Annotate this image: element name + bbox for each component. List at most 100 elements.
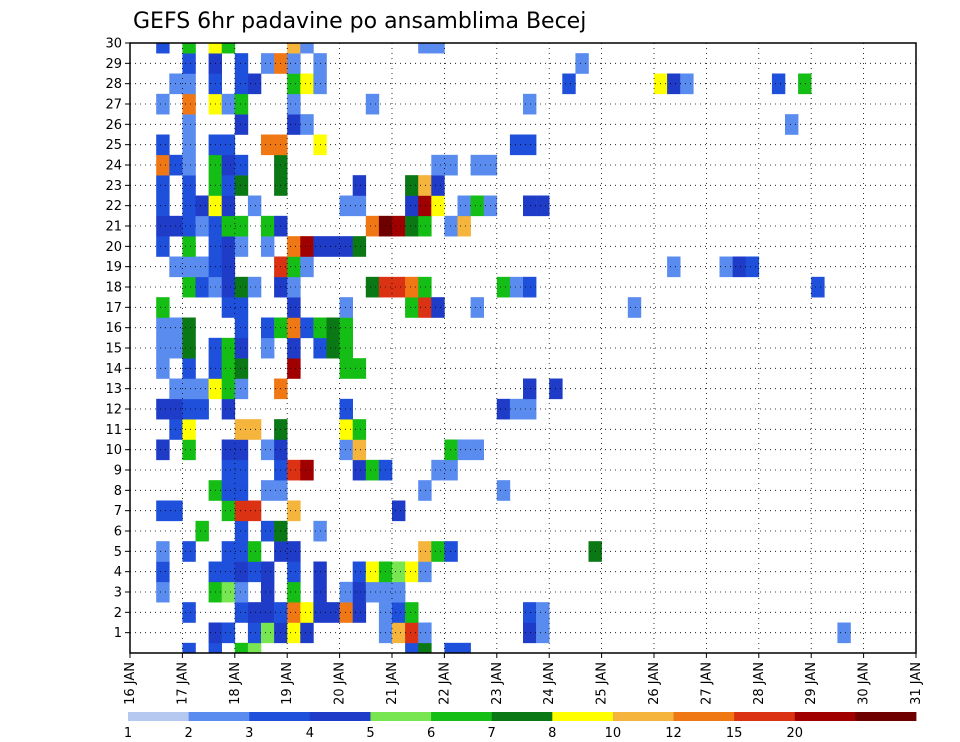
heatmap-cell bbox=[182, 114, 196, 135]
heatmap-cell bbox=[234, 378, 249, 400]
heatmap-cell bbox=[287, 358, 301, 379]
heatmap-cell bbox=[352, 602, 367, 623]
x-tick-label: 17 JAN bbox=[175, 662, 190, 705]
heatmap-cell bbox=[732, 256, 746, 278]
x-tick-label: 16 JAN bbox=[123, 662, 138, 705]
y-tick-label: 3 bbox=[114, 586, 122, 601]
heatmap-cell bbox=[234, 93, 249, 115]
heatmap-cell bbox=[300, 622, 314, 644]
y-tick-label: 30 bbox=[105, 37, 122, 52]
colorbar-segment bbox=[855, 712, 917, 721]
heatmap-cell bbox=[523, 622, 537, 644]
heatmap-cell bbox=[392, 581, 406, 603]
heatmap-cell bbox=[339, 236, 353, 257]
heatmap-cell bbox=[156, 154, 170, 176]
heatmap-cell bbox=[326, 317, 340, 339]
heatmap-cell bbox=[444, 154, 458, 176]
colorbar-segment bbox=[491, 712, 553, 721]
heatmap-cell bbox=[431, 175, 445, 196]
heatmap-cell bbox=[523, 93, 537, 115]
heatmap-cell bbox=[523, 134, 537, 156]
plot-frame bbox=[129, 42, 917, 654]
y-tick-label: 22 bbox=[105, 199, 122, 214]
heatmap-cell bbox=[182, 93, 196, 115]
heatmap-cell bbox=[287, 602, 301, 623]
y-tick-label: 8 bbox=[114, 484, 122, 499]
heatmap-cell bbox=[221, 337, 236, 359]
y-tick-label: 7 bbox=[114, 504, 122, 519]
heatmap-cell bbox=[156, 236, 170, 257]
heatmap-cell bbox=[771, 73, 786, 95]
heatmap-cell bbox=[261, 53, 275, 74]
heatmap-cell bbox=[247, 602, 262, 623]
heatmap-cell bbox=[509, 398, 524, 420]
x-tick-label: 25 JAN bbox=[595, 662, 610, 705]
heatmap-cell bbox=[182, 256, 196, 278]
heatmap-cell bbox=[221, 236, 236, 257]
heatmap-cell bbox=[575, 53, 589, 74]
heatmap-cell bbox=[234, 500, 249, 522]
heatmap-cell bbox=[221, 398, 236, 420]
colorbar-label: 1 bbox=[124, 726, 132, 741]
heatmap-cell bbox=[418, 561, 432, 583]
heatmap-cell bbox=[182, 53, 196, 74]
heatmap-cell bbox=[234, 642, 249, 654]
y-tick-label: 13 bbox=[105, 382, 122, 397]
heatmap-cell bbox=[221, 622, 236, 644]
heatmap-cell bbox=[405, 276, 419, 298]
heatmap-cell bbox=[680, 73, 694, 95]
x-tick-label: 28 JAN bbox=[752, 662, 767, 705]
heatmap-cell bbox=[287, 256, 301, 278]
heatmap-cell bbox=[156, 195, 170, 217]
heatmap-cell bbox=[195, 520, 209, 542]
heatmap-cell bbox=[365, 581, 380, 603]
heatmap-cell bbox=[221, 175, 236, 196]
heatmap-cell bbox=[405, 297, 419, 318]
heatmap-cell bbox=[221, 439, 236, 461]
heatmap-cell bbox=[496, 398, 511, 420]
colorbar-label: 8 bbox=[548, 726, 556, 741]
heatmap-cell bbox=[339, 297, 353, 318]
heatmap-cell bbox=[234, 154, 249, 176]
x-tick-label: 27 JAN bbox=[699, 662, 714, 705]
heatmap-cell bbox=[339, 439, 353, 461]
heatmap-cell bbox=[457, 195, 471, 217]
heatmap-cell bbox=[418, 541, 432, 562]
heatmap-cell bbox=[287, 93, 301, 115]
heatmap-cell bbox=[326, 337, 340, 359]
heatmap-cell bbox=[182, 175, 196, 196]
heatmap-cell bbox=[221, 480, 236, 501]
x-tick-label: 22 JAN bbox=[437, 662, 452, 705]
heatmap-cell bbox=[221, 459, 236, 481]
heatmap-cell bbox=[431, 541, 445, 562]
heatmap-cell bbox=[470, 297, 484, 318]
heatmap-cell bbox=[418, 195, 432, 217]
heatmap-cell bbox=[300, 236, 314, 257]
heatmap-cell bbox=[352, 419, 367, 440]
heatmap-cell bbox=[352, 561, 367, 583]
gridlines bbox=[130, 42, 916, 653]
heatmap-cell bbox=[418, 297, 432, 318]
colorbar-segment bbox=[612, 712, 674, 721]
heatmap-cell bbox=[470, 439, 484, 461]
heatmap-cell bbox=[300, 317, 314, 339]
heatmap-cell bbox=[156, 175, 170, 196]
heatmap-cell bbox=[234, 541, 249, 562]
heatmap-cells bbox=[156, 43, 851, 654]
heatmap-cell bbox=[221, 215, 236, 237]
heatmap-cell bbox=[405, 175, 419, 196]
heatmap-cell bbox=[182, 73, 196, 95]
colorbar-segment bbox=[370, 712, 432, 721]
heatmap-cell bbox=[221, 297, 236, 318]
heatmap-cell bbox=[418, 622, 432, 644]
heatmap-cell bbox=[247, 500, 262, 522]
heatmap-cell bbox=[405, 642, 419, 654]
heatmap-cell bbox=[798, 73, 812, 95]
heatmap-cell bbox=[234, 297, 249, 318]
y-tick-label: 16 bbox=[105, 321, 122, 336]
heatmap-cell bbox=[523, 195, 537, 217]
heatmap-cell bbox=[247, 622, 262, 644]
heatmap-cell bbox=[300, 602, 314, 623]
heatmap-cell bbox=[287, 236, 301, 257]
